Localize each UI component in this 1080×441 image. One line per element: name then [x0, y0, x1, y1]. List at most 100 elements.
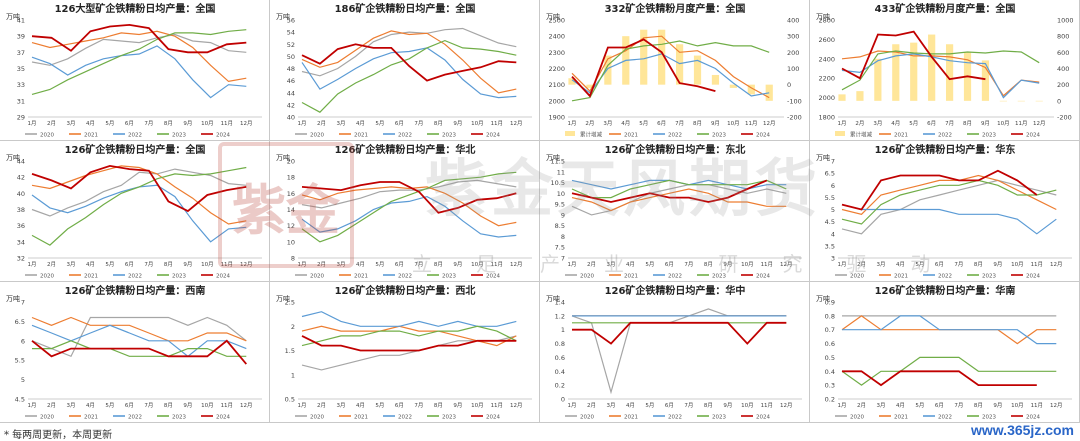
- y-tick-label: 1900: [548, 114, 565, 122]
- legend-label: 2021: [354, 415, 368, 421]
- y-tick-label: 8: [561, 233, 565, 241]
- x-tick-label: 4月: [86, 120, 95, 127]
- y-tick-label: 48: [287, 65, 295, 73]
- y-tick-label: 29: [17, 114, 25, 122]
- y-tick-label: 20: [287, 158, 295, 166]
- x-tick-label: 8月: [164, 261, 173, 268]
- legend-label: 2020: [850, 415, 864, 421]
- x-tick-label: 3月: [66, 402, 75, 409]
- legend-label: 2024: [756, 133, 770, 139]
- y-tick-label: 38: [17, 206, 25, 214]
- x-tick-label: 10月: [471, 402, 484, 409]
- chart-title: 126矿企铁精粉日均产量：华北: [335, 143, 476, 156]
- y2-tick-label: 800: [1057, 33, 1069, 41]
- series-line-2021: [841, 50, 1040, 97]
- x-tick-label: 12月: [763, 120, 776, 127]
- y2-tick-label: 600: [1057, 49, 1069, 57]
- y-tick-label: 6.5: [15, 318, 25, 326]
- legend-label: 2023: [712, 415, 726, 421]
- x-tick-label: 9月: [993, 402, 1002, 409]
- x-tick-label: 11月: [761, 261, 774, 268]
- x-tick-label: 1月: [28, 402, 37, 409]
- y-tick-label: 9.5: [555, 201, 565, 209]
- bar-累计增减: [856, 91, 864, 101]
- legend-label: 2022: [668, 133, 682, 139]
- y-tick-label: 14: [287, 206, 295, 214]
- series-line-2022: [301, 195, 517, 238]
- y-tick-label: 50: [287, 53, 295, 61]
- y-tick-label: 0.4: [825, 368, 835, 376]
- y-tick-label: 52: [287, 41, 295, 49]
- y-tick-label: 34: [17, 238, 25, 246]
- x-tick-label: 8月: [434, 261, 443, 268]
- chart-panel-p126-central: 126矿企铁精粉日均产量：华中 万吨 0 0.2 0.4 0.6 0.8 1 1.2 1.4 1月 2…: [540, 282, 810, 423]
- x-tick-label: 5月: [105, 261, 114, 268]
- x-tick-label: 6月: [395, 402, 404, 409]
- x-tick-label: 4月: [626, 261, 635, 268]
- legend-label: 2021: [624, 415, 638, 421]
- legend-label: 2023: [442, 415, 456, 421]
- x-tick-label: 10月: [727, 120, 740, 127]
- bar-累计增减: [838, 94, 846, 101]
- y-tick-label: 1: [561, 326, 565, 334]
- bar-累计增减: [892, 44, 900, 101]
- bar-累计增减: [765, 84, 773, 101]
- y-tick-label: 0.4: [555, 368, 565, 376]
- y-tick-label: 44: [287, 89, 295, 97]
- x-tick-label: 6月: [665, 261, 674, 268]
- series-line-2024: [301, 181, 517, 214]
- y-tick-label: 11.5: [551, 158, 565, 166]
- series-line-2024: [31, 164, 247, 213]
- chart-title: 126矿企铁精粉日均产量：华南: [875, 284, 1016, 297]
- series-line-2023: [841, 50, 1040, 91]
- x-tick-label: 8月: [693, 120, 702, 127]
- bar-累计增减: [945, 44, 954, 101]
- legend-label: 2022: [128, 415, 142, 421]
- legend-label: 2021: [624, 133, 638, 139]
- y-tick-label: 5.5: [825, 194, 835, 202]
- y-unit-label: 万吨: [546, 153, 560, 162]
- chart-svg: 433矿企铁精粉月度产量：全国万吨18002000220024002600280…: [816, 2, 1074, 139]
- y-tick-label: 6: [831, 182, 835, 190]
- series-line-2020: [301, 27, 517, 77]
- chart-title: 126矿企铁精粉日均产量：西南: [65, 284, 206, 297]
- chart-panel-p126-southwest: 126矿企铁精粉日均产量：西南 万吨 4.5 5 5.5 6 6.5 7 1月 2月 3月 4月 5月 6…: [0, 282, 270, 423]
- x-tick-label: 4月: [356, 402, 365, 409]
- x-tick-label: 11月: [761, 402, 774, 409]
- x-tick-label: 10月: [471, 120, 484, 127]
- series-line-2020: [31, 168, 247, 217]
- x-tick-label: 5月: [105, 120, 114, 127]
- y2-tick-label: 400: [787, 17, 799, 25]
- x-tick-label: 8月: [963, 120, 972, 127]
- x-tick-label: 10月: [997, 120, 1010, 127]
- y2-tick-label: 300: [787, 33, 799, 41]
- y-tick-label: 1.5: [285, 347, 295, 355]
- series-line-2022: [31, 324, 247, 358]
- chart-title: 126矿企铁精粉日均产量：华中: [605, 284, 746, 297]
- y-tick-label: 0.2: [825, 396, 835, 404]
- x-tick-label: 4月: [86, 261, 95, 268]
- legend-label: 2021: [894, 274, 908, 280]
- legend-label: 2021: [354, 133, 368, 139]
- series-line-2022: [301, 311, 517, 327]
- y-tick-label: 2200: [818, 75, 835, 83]
- y-tick-label: 10: [557, 190, 565, 198]
- series-line-2024: [31, 339, 247, 365]
- x-tick-label: 8月: [704, 261, 713, 268]
- y-tick-label: 54: [287, 29, 295, 37]
- x-tick-label: 3月: [66, 261, 75, 268]
- legend-label: 2023: [442, 274, 456, 280]
- x-tick-label: 4月: [356, 120, 365, 127]
- legend-label: 2020: [310, 133, 324, 139]
- legend-label: 2023: [172, 274, 186, 280]
- x-tick-label: 11月: [221, 261, 234, 268]
- y-tick-label: 2100: [548, 81, 565, 89]
- series-line-2024: [572, 321, 787, 345]
- x-tick-label: 11月: [745, 120, 758, 127]
- y-tick-label: 4.5: [15, 396, 25, 404]
- legend-label: 2024: [216, 274, 230, 280]
- legend-label: 2023: [172, 415, 186, 421]
